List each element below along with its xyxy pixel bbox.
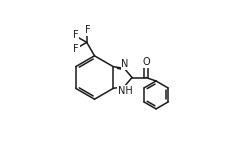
Text: NH: NH <box>117 86 132 96</box>
Text: F: F <box>73 44 79 54</box>
Text: F: F <box>84 25 90 35</box>
Text: O: O <box>142 57 149 67</box>
Text: N: N <box>121 59 128 69</box>
Text: F: F <box>72 30 78 40</box>
